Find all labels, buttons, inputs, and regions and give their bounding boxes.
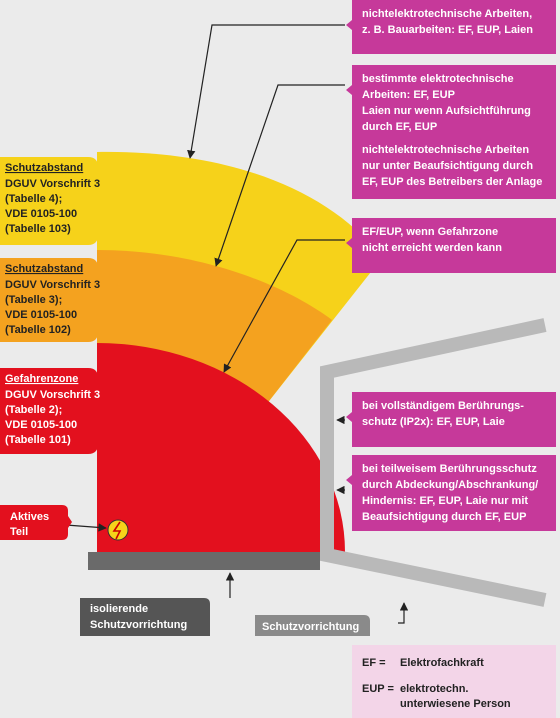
arrows	[65, 24, 409, 624]
text-line: nichtelektrotechnische Arbeiten	[362, 144, 529, 156]
left-label-box	[0, 368, 104, 454]
left-label-title: Schutzabstand	[5, 263, 83, 275]
text-line: (Tabelle 102)	[5, 324, 71, 336]
text-line: durch Abdeckung/Abschrankung/	[362, 479, 538, 491]
text-line: VDE 0105-100	[5, 419, 77, 431]
right-box	[346, 392, 556, 447]
text-line: schutz (IP2x): EF, EUP, Laie	[362, 416, 505, 428]
text-line: EF/EUP, wenn Gefahrzone	[362, 226, 498, 238]
legend-abbr: EUP =	[362, 683, 394, 695]
protective-label: Schutzvorrichtung	[262, 621, 359, 633]
left-label-title: Schutzabstand	[5, 162, 83, 174]
text-line: Hindernis: EF, EUP, Laie nur mit	[362, 495, 528, 507]
text-line: bei teilweisem Berührungsschutz	[362, 463, 537, 475]
text-line: DGUV Vorschrift 3	[5, 389, 100, 401]
zone-red	[97, 343, 345, 552]
text-line: DGUV Vorschrift 3	[5, 178, 100, 190]
insulating-bar	[88, 552, 320, 570]
insulating-label-box	[80, 598, 210, 636]
right-box	[346, 65, 556, 199]
left-label-title: Gefahrenzone	[5, 373, 78, 385]
text-line: Beaufsichtigung durch EF, EUP	[362, 511, 526, 523]
text-line: Arbeiten: EF, EUP	[362, 89, 455, 101]
text-line: (Tabelle 103)	[5, 223, 71, 235]
active-part-icon	[107, 519, 129, 541]
text-line: VDE 0105-100	[5, 208, 77, 220]
text-line: elektrotechn.	[400, 683, 468, 695]
legend-abbr: EF =	[362, 657, 386, 669]
text-line: Laien nur wenn Aufsichtführung	[362, 105, 531, 117]
protective-label-box	[255, 615, 370, 636]
text-line: EF, EUP des Betreibers der Anlage	[362, 176, 542, 188]
lightning	[112, 521, 122, 540]
text-line: z. B. Bauarbeiten: EF, EUP, Laien	[362, 24, 533, 36]
text-line: durch EF, EUP	[362, 121, 437, 133]
text-line: Schutzvorrichtung	[90, 619, 187, 631]
text-line: isolierende	[90, 603, 148, 615]
text-line: Elektrofachkraft	[400, 657, 484, 669]
text-line: (Tabelle 3);	[5, 294, 62, 306]
right-box	[346, 455, 556, 531]
protective-device	[320, 318, 547, 607]
text-line: (Tabelle 101)	[5, 434, 71, 446]
right-box	[346, 218, 556, 273]
active-part-box	[0, 505, 72, 540]
text-line: VDE 0105-100	[5, 309, 77, 321]
left-label-box	[0, 258, 104, 342]
text-line: (Tabelle 2);	[5, 404, 62, 416]
text-line: (Tabelle 4);	[5, 193, 62, 205]
text-line: nichtelektrotechnische Arbeiten,	[362, 8, 532, 20]
text-line: Teil	[10, 526, 28, 538]
text-line: DGUV Vorschrift 3	[5, 279, 100, 291]
text-line: nur unter Beaufsichtigung durch	[362, 160, 533, 172]
right-box	[346, 0, 556, 54]
text-line: nicht erreicht werden kann	[362, 242, 502, 254]
left-label-box	[0, 157, 104, 245]
text-line: bestimmte elektrotechnische	[362, 73, 514, 85]
text-line: bei vollständigem Berührungs-	[362, 400, 524, 412]
text-line: Aktives	[10, 511, 49, 523]
text-line: unterwiesene Person	[400, 698, 511, 710]
legend-box	[352, 645, 556, 718]
